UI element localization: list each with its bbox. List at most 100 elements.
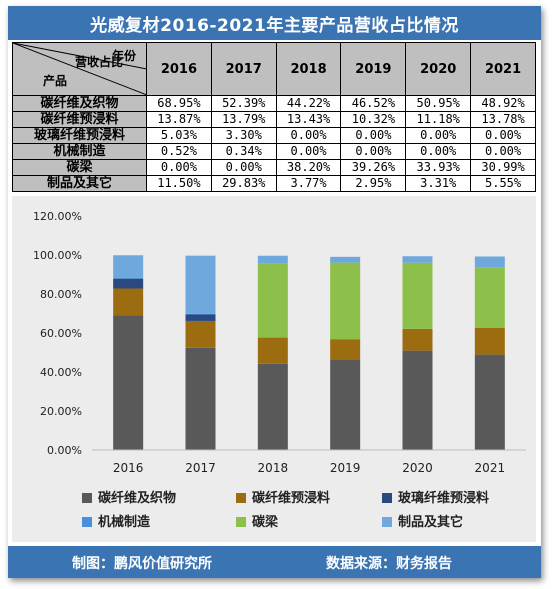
table-header-row: 年份 营收占比 产品 2016 2017 2018 2019 2020 2021 <box>12 42 536 96</box>
share-value-cell: 11.18% <box>405 111 472 128</box>
x-tick-label: 2020 <box>402 461 433 475</box>
legend-label: 碳纤维及织物 <box>98 490 176 506</box>
corner-product-label: 产品 <box>43 74 68 88</box>
share-value-cell: 39.26% <box>340 159 407 176</box>
legend-swatch <box>382 517 392 527</box>
chart-area: 0.00% 20.00% 40.00% 60.00% 80.00% 100.00% 120.… <box>12 196 536 542</box>
bar-segment <box>474 354 505 450</box>
bar-segment <box>113 315 144 450</box>
bar-segment <box>185 320 216 348</box>
share-value-cell: 3.77% <box>275 175 342 192</box>
legend-swatch <box>82 493 92 503</box>
product-name-cell: 制品及其它 <box>12 175 147 192</box>
bar-segment <box>330 339 361 360</box>
table-row: 碳纤维预浸料 13.87% 13.79% 13.43% 10.32% 11.18% 13.7… <box>12 111 536 128</box>
share-value-cell: 3.31% <box>405 175 472 192</box>
bar-segment <box>474 327 505 355</box>
bar-segment <box>402 328 433 351</box>
bar-segment <box>113 255 144 278</box>
share-value-cell: 33.93% <box>405 159 472 176</box>
share-value-cell: 2.95% <box>340 175 407 192</box>
x-tick-label: 2016 <box>113 461 144 475</box>
bar-segment <box>185 255 216 314</box>
bar-segment <box>185 314 216 321</box>
share-value-cell: 13.78% <box>470 111 536 128</box>
bar-segment <box>402 262 433 329</box>
footer-bar: 制图：鹏风价值研究所 数据来源：财务报告 <box>8 546 541 578</box>
share-value-cell: 0.00% <box>340 143 407 160</box>
table-row: 碳纤维及织物 68.95% 52.39% 44.22% 46.52% 50.95% 48.9… <box>12 95 536 112</box>
bar-segment <box>185 313 216 315</box>
year-header: 2017 <box>210 42 277 96</box>
share-value-cell: 11.50% <box>146 175 212 192</box>
corner-diagonal-lines <box>13 43 147 95</box>
share-value-cell: 68.95% <box>146 95 212 112</box>
y-tick-label: 120.00% <box>33 210 82 223</box>
bar-segment <box>185 347 216 450</box>
share-value-cell: 0.00% <box>405 127 472 144</box>
y-tick-label: 80.00% <box>40 288 82 301</box>
year-header: 2020 <box>405 42 472 96</box>
share-value-cell: 5.03% <box>146 127 212 144</box>
figure-frame: 光威复材2016-2021年主要产品营收占比情况 年份 营收占比 产品 <box>8 6 541 578</box>
year-header: 2021 <box>470 42 536 96</box>
y-tick-label: 20.00% <box>40 405 82 418</box>
share-value-cell: 30.99% <box>470 159 536 176</box>
share-value-cell: 13.79% <box>210 111 277 128</box>
legend-label: 制品及其它 <box>398 514 463 530</box>
year-header: 2019 <box>340 42 407 96</box>
y-tick-label: 100.00% <box>33 249 82 262</box>
share-value-cell: 0.52% <box>146 143 212 160</box>
legend-label: 碳梁 <box>252 514 279 530</box>
table-row: 机械制造 0.52% 0.34% 0.00% 0.00% 0.00% 0.00% <box>12 143 536 160</box>
legend-label: 玻璃纤维预浸料 <box>398 490 489 506</box>
stacked-bar-chart: 0.00% 20.00% 40.00% 60.00% 80.00% 100.00% 120.… <box>33 210 526 530</box>
share-value-cell: 0.00% <box>146 159 212 176</box>
y-tick-label: 0.00% <box>47 444 82 457</box>
table-corner-cell: 年份 营收占比 产品 <box>12 42 147 96</box>
table-row: 碳梁 0.00% 0.00% 38.20% 39.26% 33.93% 30.99% <box>12 159 536 176</box>
share-value-cell: 0.00% <box>470 143 536 160</box>
corner-year-label: 年份 <box>111 49 136 63</box>
bar-segment <box>113 278 144 289</box>
share-value-cell: 10.32% <box>340 111 407 128</box>
bar-segment <box>330 359 361 450</box>
share-value-cell: 3.30% <box>210 127 277 144</box>
legend-swatch <box>236 517 246 527</box>
product-name-cell: 碳纤维及织物 <box>12 95 147 112</box>
share-value-cell: 5.55% <box>470 175 536 192</box>
x-tick-label: 2019 <box>330 461 361 475</box>
share-value-cell: 13.87% <box>146 111 212 128</box>
legend-swatch <box>236 493 246 503</box>
footer-source: 数据来源：财务报告 <box>326 556 452 572</box>
share-value-cell: 29.83% <box>210 175 277 192</box>
legend-swatch <box>82 517 92 527</box>
data-table-wrap: 年份 营收占比 产品 2016 2017 2018 2019 2020 2021… <box>12 42 536 192</box>
bar-segment <box>257 255 288 264</box>
table-row: 制品及其它 11.50% 29.83% 3.77% 2.95% 3.31% 5.55% <box>12 175 536 192</box>
share-value-cell: 0.34% <box>210 143 277 160</box>
bar-segment <box>474 256 505 268</box>
bar-segment <box>113 277 144 279</box>
bar-segment <box>330 262 361 340</box>
bar-segment <box>257 363 288 450</box>
x-tick-label: 2017 <box>185 461 216 475</box>
product-name-cell: 机械制造 <box>12 143 147 160</box>
bar-segment <box>402 350 433 450</box>
share-value-cell: 38.20% <box>275 159 342 176</box>
y-tick-label: 40.00% <box>40 366 82 379</box>
y-tick-label: 60.00% <box>40 327 82 340</box>
share-value-cell: 13.43% <box>275 111 342 128</box>
product-name-cell: 碳梁 <box>12 159 147 176</box>
share-value-cell: 0.00% <box>470 127 536 144</box>
x-tick-label: 2021 <box>475 461 506 475</box>
bar-segment <box>402 256 433 263</box>
chart-title: 光威复材2016-2021年主要产品营收占比情况 <box>8 6 541 40</box>
data-table: 年份 营收占比 产品 2016 2017 2018 2019 2020 2021… <box>12 42 536 192</box>
bar-segment <box>330 256 361 263</box>
year-header: 2018 <box>275 42 342 96</box>
share-value-cell: 0.00% <box>405 143 472 160</box>
share-value-cell: 46.52% <box>340 95 407 112</box>
share-value-cell: 50.95% <box>405 95 472 112</box>
bar-segment <box>474 267 505 328</box>
